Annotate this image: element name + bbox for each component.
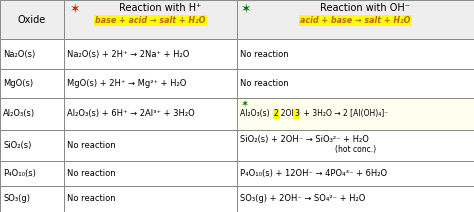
Text: base + acid → salt + H₂O: base + acid → salt + H₂O: [95, 16, 206, 25]
Bar: [237, 186, 474, 212]
Text: SiO₂(s) + 2OH⁻ → SiO₃²⁻ + H₂O: SiO₂(s) + 2OH⁻ → SiO₃²⁻ + H₂O: [240, 135, 369, 144]
Bar: [64, 69, 237, 98]
Text: No reaction: No reaction: [240, 50, 289, 59]
Text: Al₂O₃(s) + 2OH⁻ + 3H₂O → 2 [Al(OH)₄]⁻: Al₂O₃(s) + 2OH⁻ + 3H₂O → 2 [Al(OH)₄]⁻: [240, 109, 389, 119]
Text: (hot conc.): (hot conc.): [335, 145, 376, 154]
Text: acid + base → salt + H₂O: acid + base → salt + H₂O: [301, 16, 410, 25]
Bar: [237, 39, 474, 69]
Text: No reaction: No reaction: [67, 141, 116, 150]
Text: Oxide: Oxide: [18, 15, 46, 25]
Bar: [0, 161, 64, 186]
Text: MgO(s) + 2H⁺ → Mg²⁺ + H₂O: MgO(s) + 2H⁺ → Mg²⁺ + H₂O: [67, 79, 187, 88]
Bar: [0, 186, 64, 212]
Bar: [237, 161, 474, 186]
Bar: [237, 130, 474, 161]
Bar: [64, 39, 237, 69]
Bar: [64, 186, 237, 212]
Text: P₄O₁₀(s): P₄O₁₀(s): [3, 169, 36, 178]
Bar: [237, 98, 474, 130]
Text: ✶: ✶: [70, 3, 80, 15]
Text: No reaction: No reaction: [67, 194, 116, 203]
Text: Al₂O₃(s) + 6H⁺ → 2Al³⁺ + 3H₂O: Al₂O₃(s) + 6H⁺ → 2Al³⁺ + 3H₂O: [67, 109, 195, 119]
Text: Reaction with OH⁻: Reaction with OH⁻: [320, 3, 410, 13]
Bar: [0, 130, 64, 161]
Text: ✶: ✶: [241, 3, 251, 15]
Bar: [64, 130, 237, 161]
Bar: [237, 0, 474, 39]
Bar: [0, 0, 64, 39]
Text: 2: 2: [273, 109, 278, 119]
Bar: [64, 0, 237, 39]
Bar: [0, 98, 64, 130]
Text: ✶: ✶: [240, 99, 248, 109]
Bar: [64, 98, 237, 130]
Text: P₄O₁₀(s) + 12OH⁻ → 4PO₄³⁻ + 6H₂O: P₄O₁₀(s) + 12OH⁻ → 4PO₄³⁻ + 6H₂O: [240, 169, 387, 178]
Text: 3: 3: [294, 109, 299, 119]
Text: Al₂O₃(s): Al₂O₃(s): [3, 109, 36, 119]
Bar: [237, 69, 474, 98]
Text: Reaction with H⁺: Reaction with H⁺: [119, 3, 201, 13]
Text: SO₃(g) + 2OH⁻ → SO₄²⁻ + H₂O: SO₃(g) + 2OH⁻ → SO₄²⁻ + H₂O: [240, 194, 366, 203]
Bar: [64, 161, 237, 186]
Text: Na₂O(s) + 2H⁺ → 2Na⁺ + H₂O: Na₂O(s) + 2H⁺ → 2Na⁺ + H₂O: [67, 50, 190, 59]
Bar: [0, 69, 64, 98]
Text: SO₃(g): SO₃(g): [3, 194, 30, 203]
Text: No reaction: No reaction: [67, 169, 116, 178]
Text: MgO(s): MgO(s): [3, 79, 34, 88]
Text: Na₂O(s): Na₂O(s): [3, 50, 36, 59]
Text: SiO₂(s): SiO₂(s): [3, 141, 32, 150]
Bar: [0, 39, 64, 69]
Text: No reaction: No reaction: [240, 79, 289, 88]
